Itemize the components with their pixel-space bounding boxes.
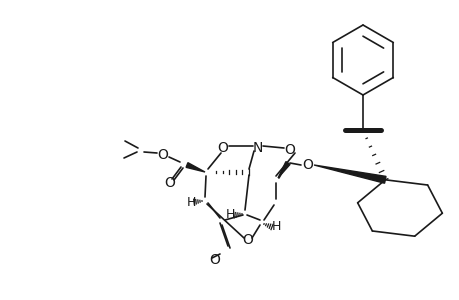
Text: O: O [157, 148, 168, 162]
Polygon shape [313, 165, 385, 183]
Text: O: O [242, 233, 253, 247]
Text: O: O [284, 143, 295, 157]
Text: H: H [225, 208, 234, 221]
Text: O: O [209, 253, 220, 267]
Text: O: O [164, 176, 175, 190]
Text: H: H [271, 220, 280, 233]
Polygon shape [277, 162, 290, 178]
Text: O: O [217, 141, 228, 155]
Polygon shape [186, 163, 205, 172]
Text: H: H [186, 196, 195, 208]
Text: O: O [302, 158, 313, 172]
Text: N: N [252, 141, 263, 155]
